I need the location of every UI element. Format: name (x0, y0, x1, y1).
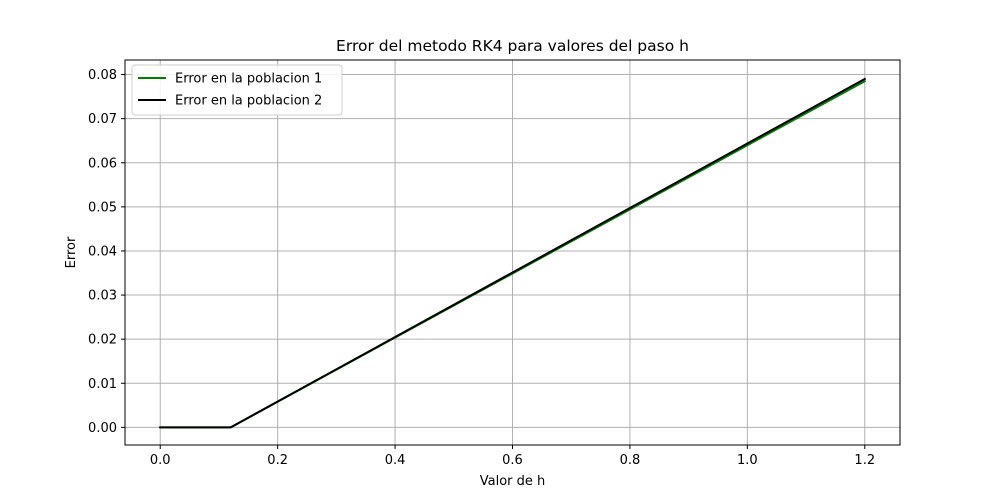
y-tick-label: 0.08 (88, 68, 117, 83)
legend-label-2: Error en la poblacion 2 (175, 94, 322, 109)
y-axis-label: Error (64, 236, 79, 268)
y-tick-label: 0.05 (88, 200, 117, 215)
x-tick-label: 1.2 (854, 453, 875, 468)
x-tick-label: 0.8 (620, 453, 641, 468)
legend: Error en la poblacion 1 Error en la pobla… (131, 64, 343, 116)
y-tick-label: 0.00 (88, 421, 117, 436)
series-layer (159, 77, 867, 429)
x-tick-label: 0.6 (502, 453, 523, 468)
y-tick-label: 0.01 (88, 377, 117, 392)
x-tick-label: 0.4 (385, 453, 406, 468)
x-tick-label: 1.0 (737, 453, 758, 468)
y-tick-label: 0.04 (88, 244, 117, 259)
x-tick-label: 0.0 (150, 453, 171, 468)
chart-title: Error del metodo RK4 para valores del pa… (336, 37, 689, 55)
y-tick-label: 0.03 (88, 289, 117, 304)
y-tick-label: 0.02 (88, 333, 117, 348)
x-tick-label: 0.2 (267, 453, 288, 468)
y-tick-label: 0.06 (88, 156, 117, 171)
y-tick-label: 0.07 (88, 112, 117, 127)
legend-box (131, 64, 343, 116)
series-line-2 (159, 77, 867, 429)
legend-label-1: Error en la poblacion 1 (175, 72, 322, 87)
x-axis-label: Valor de h (480, 474, 546, 489)
grid-layer (125, 60, 900, 445)
ticks-layer: 0.0 0.2 0.4 0.6 0.8 1.0 1.2 0.00 0.01 0.02 0.03 0.0… (88, 68, 875, 468)
